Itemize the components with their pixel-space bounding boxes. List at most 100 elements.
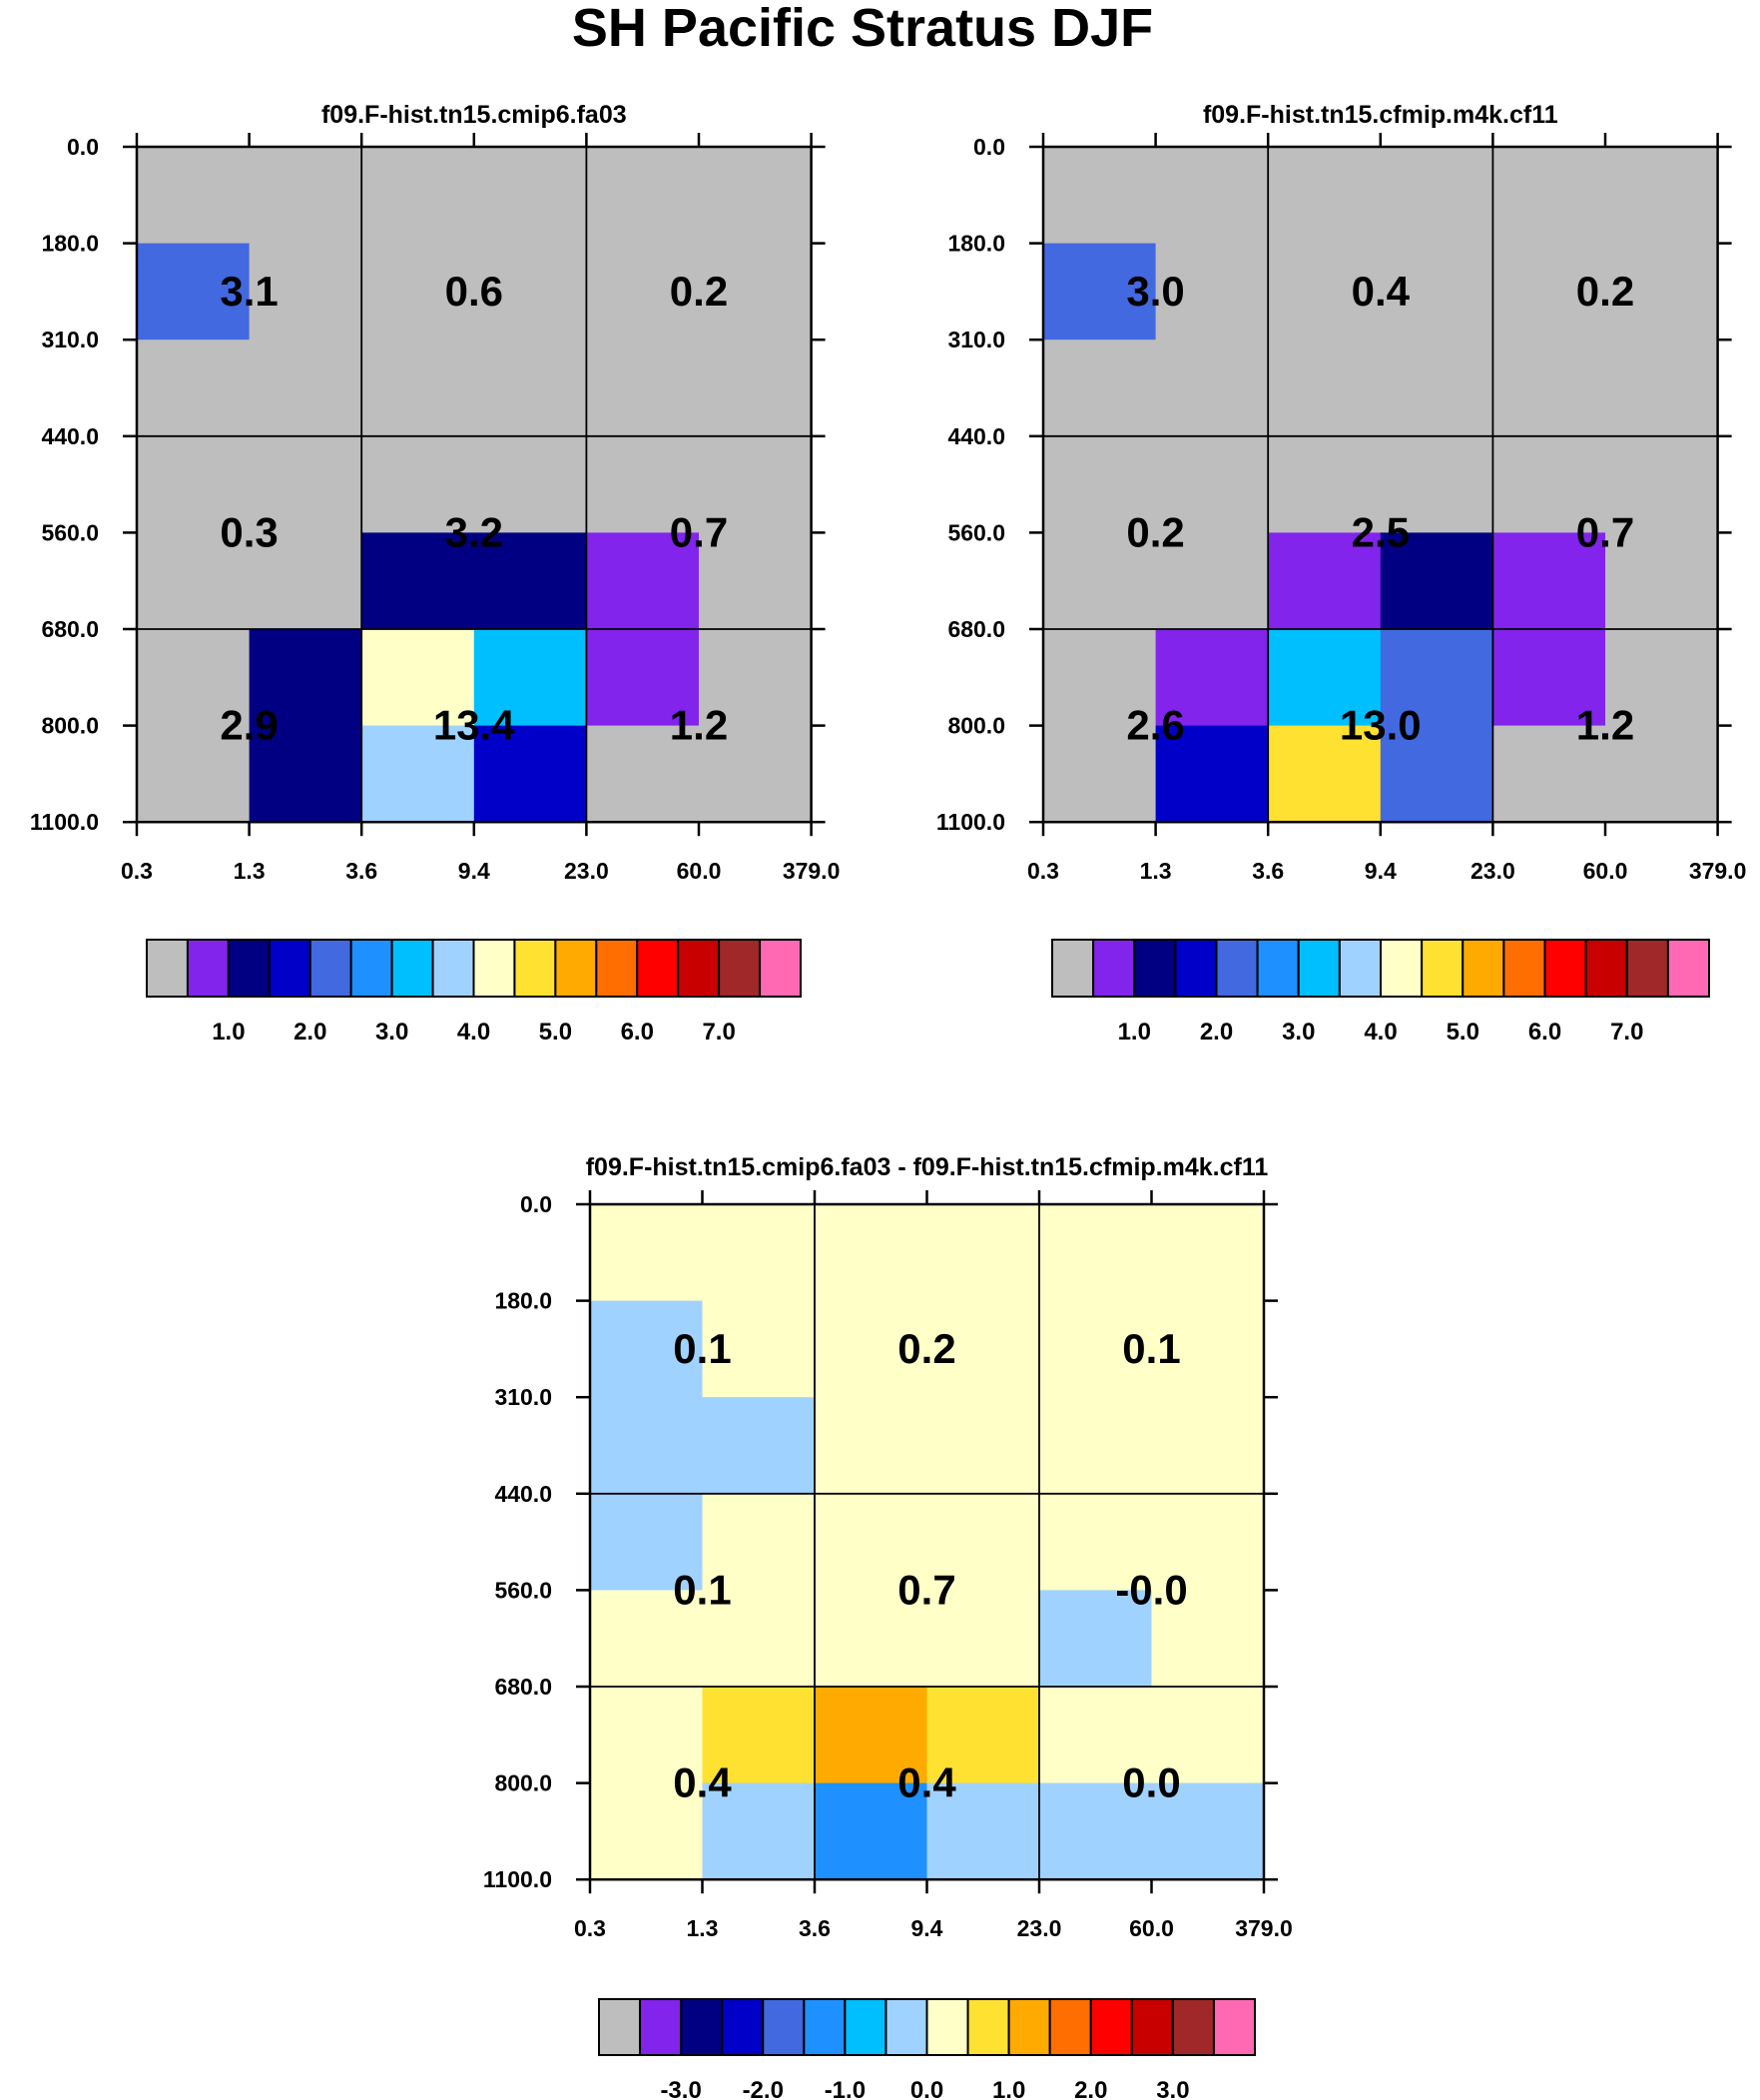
panel-title: f09.F-hist.tn15.cfmip.m4k.cf11 [1203,101,1558,129]
heatmap-cell [1492,340,1606,437]
colorbar-label: 3.0 [1282,1019,1315,1046]
colorbar-swatch [1130,1998,1174,2056]
colorbar-swatch [966,1998,1010,2056]
colorbar-label: 0.0 [910,2077,943,2100]
heatmap-cell [699,147,813,245]
heatmap-cell [1043,629,1157,727]
heatmap-cell [586,725,700,823]
colorbar-swatch [1462,939,1505,998]
heatmap-cell [1039,1397,1153,1495]
heatmap-cell [1043,532,1157,630]
heatmap-cell [1039,1687,1153,1784]
colorbar-swatch [680,1998,724,2056]
colorbar-swatch [595,939,639,998]
heatmap-cell [699,725,813,823]
heatmap-cell [137,340,251,437]
heatmap-cell [586,243,700,341]
heatmap-cell [1151,1493,1265,1591]
heatmap-cell [473,629,587,727]
heatmap-cell [1605,629,1719,727]
heatmap-cell [249,725,362,823]
x-tick-label: 1.3 [1140,858,1172,884]
box-value-label: 0.7 [897,1566,955,1613]
colorbar-swatch [1256,939,1300,998]
heatmap-cell [1151,1204,1265,1302]
colorbar-label: 1.0 [992,2077,1025,2100]
y-tick-label: 800.0 [494,1770,552,1796]
heatmap-cell [926,1300,1040,1398]
colorbar-swatch [349,939,393,998]
colorbar-swatch [759,939,802,998]
heatmap-cell [249,532,362,630]
heatmap-cell [1380,340,1493,437]
heatmap-cell [1155,340,1269,437]
heatmap-cell [590,1397,704,1495]
colorbar-swatch [1174,939,1218,998]
heatmap-cell [1043,725,1157,823]
heatmap-cell [702,1590,816,1688]
y-tick-label: 180.0 [947,231,1005,257]
heatmap-cell [926,1782,1040,1880]
heatmap-cell [702,1397,816,1495]
heatmap-cell [590,1687,704,1784]
colorbar-swatch [431,939,475,998]
colorbar-swatch [884,1998,928,2056]
heatmap-cell [1605,725,1719,823]
figure-title: SH Pacific Stratus DJF [572,0,1153,58]
colorbar-swatch [308,939,352,998]
heatmap-cell [1151,1687,1265,1784]
heatmap-cell [1268,147,1382,245]
heatmap-cell [249,435,362,533]
colorbar-label: 5.0 [1447,1019,1479,1046]
heatmap-cell [361,532,475,630]
x-tick-label: 1.3 [687,1915,719,1941]
heatmap-cell [1043,147,1157,245]
colorbar-swatch [925,1998,969,2056]
colorbar-swatch [268,939,311,998]
colorbar-swatch [390,939,434,998]
heatmap-cell [361,243,475,341]
colorbar-label: -1.0 [825,2077,866,2100]
x-tick-label: 23.0 [564,858,609,884]
y-tick-label: 1100.0 [936,809,1005,835]
heatmap-cell [1039,1782,1153,1880]
heatmap-cell [1268,435,1382,533]
heatmap-cell [1268,629,1382,727]
heatmap-cell [1268,532,1382,630]
heatmap-cell [473,243,587,341]
colorbar-swatch [472,939,516,998]
colorbar-label: 2.0 [1074,2077,1107,2100]
y-tick-label: 310.0 [494,1384,552,1410]
colorbar-swatch [513,939,557,998]
y-tick-label: 1100.0 [483,1866,552,1892]
box-value-label: 0.7 [670,508,728,555]
panel-title: f09.F-hist.tn15.cmip6.fa03 [321,101,627,129]
colorbar-swatch [1380,939,1424,998]
colorbar-swatch [1212,1998,1256,2056]
heatmap-cell [1043,243,1157,341]
colorbar-label: 4.0 [1364,1019,1397,1046]
box-value-label: 0.1 [673,1566,731,1613]
y-tick-label: 440.0 [947,423,1005,449]
heatmap-cell [702,1300,816,1398]
heatmap-cell [1380,147,1493,245]
box-value-label: 0.2 [1126,508,1184,555]
colorbar-swatch [1543,939,1587,998]
heatmap-cell [473,147,587,245]
colorbar-swatch [1502,939,1546,998]
heatmap-cell [249,243,362,341]
x-tick-label: 60.0 [1129,1915,1174,1941]
y-tick-label: 680.0 [41,616,99,642]
x-tick-label: 3.6 [799,1915,831,1941]
heatmap-cell [1492,147,1606,245]
heatmap-cell [1268,725,1382,823]
y-tick-label: 800.0 [947,713,1005,739]
colorbar-swatch [762,1998,806,2056]
y-tick-label: 0.0 [67,134,99,160]
colorbar-label: 2.0 [1200,1019,1233,1046]
x-tick-label: 9.4 [911,1915,943,1941]
colorbar-swatch [721,1998,765,2056]
heatmap-cell [1380,629,1493,727]
heatmap-cell [699,629,813,727]
